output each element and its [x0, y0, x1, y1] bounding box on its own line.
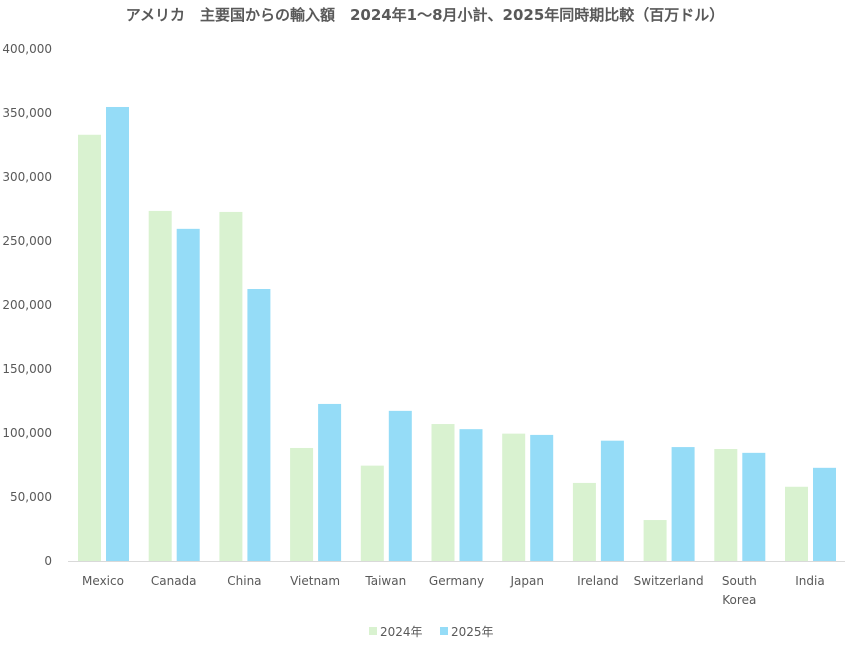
- bar-2025-0: [106, 106, 129, 561]
- bar-2025-1: [176, 228, 200, 561]
- bar-2025-5: [459, 429, 483, 561]
- bar-2025-2: [247, 289, 271, 561]
- y-tick-label: 200,000: [2, 298, 52, 312]
- x-tick-label: Switzerland: [634, 574, 704, 588]
- x-tick-label: Mexico: [82, 574, 124, 588]
- bar-2024-3: [290, 447, 314, 561]
- bar-2025-3: [318, 403, 342, 561]
- bar-2024-10: [785, 486, 808, 561]
- y-tick-label: 400,000: [2, 42, 52, 56]
- bar-2025-9: [742, 452, 766, 561]
- bar-2024-2: [219, 211, 243, 561]
- x-tick-label: Korea: [722, 593, 756, 607]
- y-tick-label: 150,000: [2, 362, 52, 376]
- bar-2024-1: [148, 210, 172, 562]
- bar-2024-4: [360, 465, 384, 561]
- y-tick-label: 50,000: [10, 490, 52, 504]
- legend-label: 2025年: [451, 625, 494, 639]
- y-tick-label: 300,000: [2, 170, 52, 184]
- y-tick-label: 0: [44, 554, 52, 568]
- bar-2024-5: [431, 424, 455, 561]
- bar-2024-7: [572, 482, 596, 561]
- y-axis: 0 50,000 100,000 150,000 200,000 250,000 300,0…: [2, 42, 52, 568]
- x-tick-label: Germany: [429, 574, 484, 588]
- x-tick-label: Canada: [151, 574, 197, 588]
- legend: 2024年 2025年: [369, 625, 494, 639]
- x-axis: Mexico Canada China Vietnam Taiwan Germany Jap…: [82, 574, 825, 607]
- x-tick-label: Japan: [509, 574, 543, 588]
- x-tick-label: South: [722, 574, 757, 588]
- x-tick-label: Ireland: [577, 574, 619, 588]
- x-tick-label: Taiwan: [364, 574, 406, 588]
- y-tick-label: 100,000: [2, 426, 52, 440]
- bar-2025-7: [600, 440, 624, 561]
- y-tick-label: 350,000: [2, 106, 52, 120]
- bar-2025-10: [813, 467, 836, 561]
- legend-swatch: [369, 627, 377, 635]
- bar-2024-8: [643, 520, 667, 561]
- x-tick-label: China: [227, 574, 261, 588]
- legend-swatch: [440, 627, 448, 635]
- y-tick-label: 250,000: [2, 234, 52, 248]
- bar-2025-4: [388, 410, 412, 561]
- bar-2024-0: [78, 134, 101, 561]
- chart-title: アメリカ 主要国からの輸入額 2024年1～8月小計、2025年同時期比較（百万…: [126, 6, 725, 24]
- bar-2024-6: [502, 433, 526, 561]
- x-tick-label: Vietnam: [290, 574, 340, 588]
- bar-2024-9: [714, 449, 738, 561]
- legend-label: 2024年: [380, 625, 423, 639]
- bar-2025-6: [530, 434, 554, 561]
- bar-2025-8: [671, 447, 695, 561]
- x-tick-label: India: [795, 574, 824, 588]
- bars: [78, 106, 836, 562]
